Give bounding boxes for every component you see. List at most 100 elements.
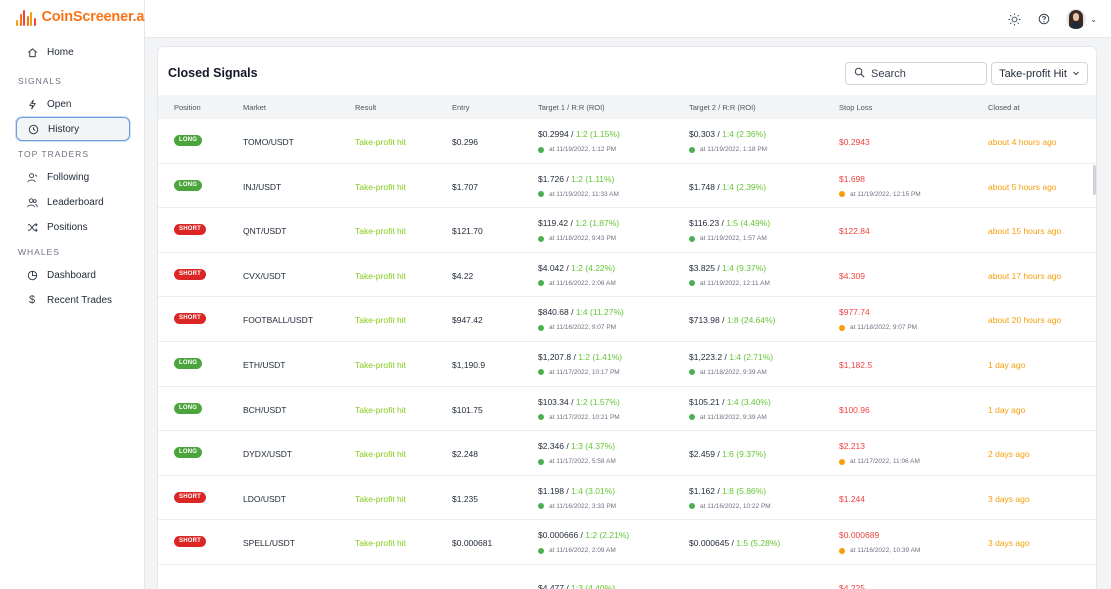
target-2-hit: at 11/19/2022, 12:11 AM: [689, 280, 770, 287]
sidebar-item-following[interactable]: Following: [16, 165, 130, 189]
position-badge: LONG: [174, 179, 203, 191]
sidebar-item-recent-trades[interactable]: $ Recent Trades: [16, 288, 130, 312]
target-1-roi: 1:2 (4.22%): [571, 262, 616, 273]
sidebar-item-home[interactable]: Home: [16, 40, 130, 64]
column-header-target-1[interactable]: Target 1 / R:R (ROI): [538, 103, 605, 112]
sidebar-item-history[interactable]: History: [16, 117, 130, 141]
stop-loss-cell: $0.000689: [839, 530, 880, 541]
target-2-roi: 1:5 (5.28%): [736, 538, 781, 549]
check-circle-icon: [538, 324, 544, 331]
result-cell: Take-profit hit: [355, 270, 407, 281]
target-1-price: $0.000666: [538, 530, 579, 541]
entry-cell: $0.000681: [452, 538, 493, 549]
position-badge: SHORT: [174, 268, 206, 280]
sidebar-item-open[interactable]: Open: [16, 92, 130, 116]
column-header-market[interactable]: Market: [243, 103, 266, 112]
column-header-closed-at[interactable]: Closed at: [988, 103, 1020, 112]
market-cell: DYDX/USDT: [243, 449, 293, 460]
market-cell: SPELL/USDT: [243, 538, 295, 549]
target-2-cell: $2.459 / 1:6 (9.37%): [689, 449, 767, 460]
closed-at-cell: 3 days ago: [988, 493, 1030, 504]
result-cell: Take-profit hit: [355, 315, 407, 326]
dollar-icon: $: [28, 294, 36, 306]
check-circle-icon: [538, 280, 544, 287]
table-row[interactable]: SHORT CVX/USDT Take-profit hit $4.22 $4.042 …: [158, 253, 1096, 298]
sidebar-item-dashboard[interactable]: Dashboard: [16, 263, 130, 287]
target-1-hit: at 11/18/2022, 9:43 PM: [538, 235, 616, 242]
stop-loss-cell: $100.96: [839, 404, 870, 415]
target-2-price: $1,223.2: [689, 351, 723, 362]
target-2-roi: 1:4 (3.40%): [726, 396, 771, 407]
target-1-hit: at 11/19/2022, 1:12 PM: [538, 146, 616, 153]
closed-at-cell: 2 days ago: [988, 449, 1030, 460]
target-1-hit-time: at 11/16/2022, 3:33 PM: [549, 502, 617, 510]
target-1-price: $2.346: [538, 441, 564, 452]
closed-at-cell: about 5 hours ago: [988, 181, 1057, 192]
market-cell: FOOTBALL/USDT: [243, 315, 313, 326]
app-logo[interactable]: CoinScreener.ai: [0, 0, 148, 34]
position-badge: LONG: [174, 402, 203, 414]
search-input[interactable]: [871, 67, 981, 80]
check-circle-icon: [538, 458, 544, 465]
stop-loss-hit: at 11/17/2022, 11:06 AM: [839, 458, 920, 465]
target-1-cell: $1,207.8 / 1:2 (1.41%): [538, 351, 623, 362]
market-cell: INJ/USDT: [243, 181, 282, 192]
target-1-cell: $0.000666 / 1:2 (2.21%): [538, 530, 630, 541]
table-row[interactable]: LONG DYDX/USDT Take-profit hit $2.248 $2.346…: [158, 431, 1096, 476]
target-2-cell: $713.98 / 1:8 (24.64%): [689, 315, 776, 326]
users-icon: [26, 197, 38, 208]
check-circle-icon: [538, 235, 544, 242]
chevron-down-icon[interactable]: ⌄: [1090, 14, 1097, 24]
result-cell: Take-profit hit: [355, 181, 407, 192]
closed-at-cell: about 15 hours ago: [988, 226, 1062, 237]
table-row[interactable]: SHORT QNT/USDT Take-profit hit $121.70 $119.…: [158, 208, 1096, 253]
top-header: ⌄: [145, 0, 1111, 38]
column-header-position[interactable]: Position: [174, 103, 201, 112]
target-1-price: $0.2994: [538, 129, 569, 139]
table-row[interactable]: $4.477 / 1:3 (4.40%) $4.225: [158, 565, 1096, 589]
sidebar-item-leaderboard[interactable]: Leaderboard: [16, 190, 130, 214]
table-row[interactable]: LONG BCH/USDT Take-profit hit $101.75 $103.3…: [158, 387, 1096, 432]
stop-loss-hit-time: at 11/16/2022, 10:39 AM: [850, 547, 921, 555]
table-row[interactable]: SHORT FOOTBALL/USDT Take-profit hit $947.42…: [158, 297, 1096, 342]
search-box[interactable]: [845, 62, 987, 85]
table-row[interactable]: SHORT SPELL/USDT Take-profit hit $0.000681 $…: [158, 520, 1096, 565]
scrollbar[interactable]: [1093, 165, 1096, 195]
table-row[interactable]: SHORT LDO/USDT Take-profit hit $1.235 $1.198…: [158, 476, 1096, 521]
target-1-cell: $0.2994 / 1:2 (1.15%): [538, 129, 620, 139]
help-icon[interactable]: [1036, 11, 1052, 27]
market-cell: TOMO/USDT: [243, 137, 294, 147]
shuffle-icon: [26, 222, 38, 233]
table-row[interactable]: LONG ETH/USDT Take-profit hit $1,190.9 $1,20…: [158, 342, 1096, 387]
sidebar-item-positions[interactable]: Positions: [16, 215, 130, 239]
position-badge: LONG: [174, 357, 203, 369]
column-header-result[interactable]: Result: [355, 103, 377, 112]
target-2-cell: $1.748 / 1:4 (2.39%): [689, 181, 767, 192]
target-2-hit: at 11/19/2022, 1:18 PM: [689, 146, 767, 153]
result-cell: Take-profit hit: [355, 359, 407, 370]
result-filter-select[interactable]: Take-profit Hit: [991, 62, 1088, 85]
alert-circle-icon: [839, 547, 845, 554]
closed-at-cell: about 4 hours ago: [988, 137, 1057, 147]
stop-loss-hit: at 11/16/2022, 10:39 AM: [839, 547, 920, 554]
avatar[interactable]: [1066, 9, 1087, 29]
check-circle-icon: [538, 414, 544, 421]
stop-loss-cell: $4.309: [839, 270, 865, 281]
user-follow-icon: [26, 172, 38, 183]
target-2-price: $116.23: [689, 218, 720, 229]
table-row[interactable]: LONG INJ/USDT Take-profit hit $1.707 $1.726 …: [158, 164, 1096, 209]
alert-circle-icon: [839, 191, 845, 198]
target-1-price: $1.198: [538, 485, 564, 496]
target-1-price: $103.34: [538, 396, 569, 407]
target-1-hit-time: at 11/19/2022, 1:12 PM: [549, 146, 617, 153]
target-2-price: $1.162: [689, 485, 715, 496]
target-1-price: $1.726: [538, 173, 564, 184]
target-1-hit: at 11/17/2022, 10:17 PM: [538, 369, 620, 376]
target-2-hit-time: at 11/18/2022, 9:39 AM: [700, 413, 767, 421]
column-header-entry[interactable]: Entry: [452, 103, 470, 112]
check-circle-icon: [689, 146, 695, 153]
column-header-stop-loss[interactable]: Stop Loss: [839, 103, 873, 112]
sun-icon[interactable]: [1006, 11, 1022, 27]
table-row[interactable]: LONG TOMO/USDT Take-profit hit $0.296 $0.299…: [158, 119, 1096, 164]
column-header-target-2[interactable]: Target 2 / R:R (ROI): [689, 103, 756, 112]
